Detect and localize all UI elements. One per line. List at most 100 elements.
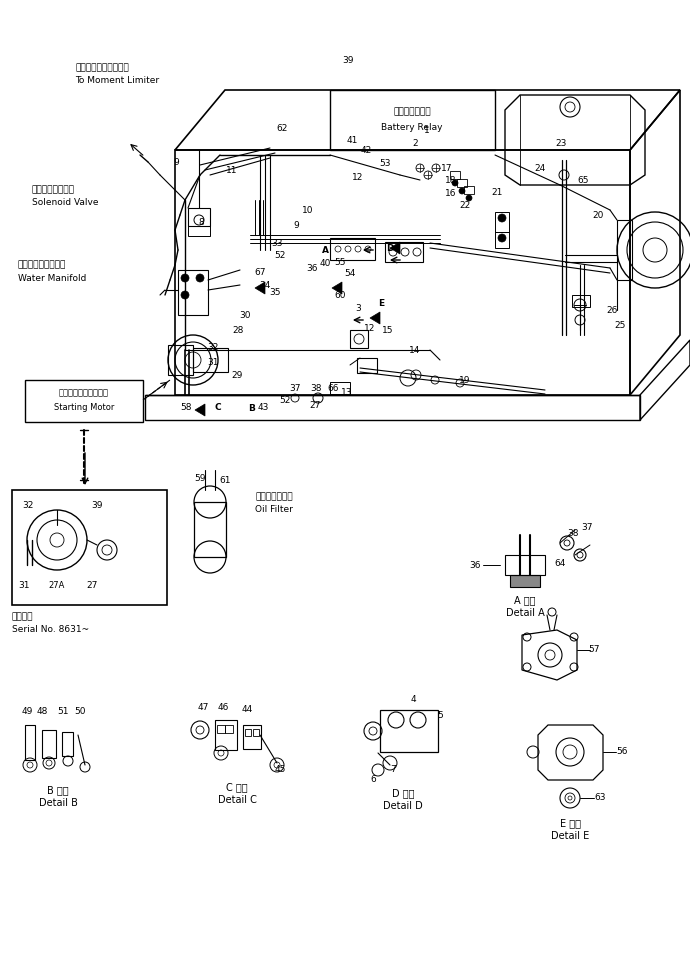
Circle shape [355, 246, 361, 252]
Text: A 詳細: A 詳細 [514, 595, 535, 605]
Text: 適用号等: 適用号等 [12, 612, 34, 622]
Text: 15: 15 [382, 326, 394, 334]
Text: 11: 11 [226, 166, 238, 174]
Text: 21: 21 [491, 188, 503, 196]
Text: 22: 22 [460, 200, 471, 210]
Circle shape [365, 246, 371, 252]
Bar [457, 179, 467, 187]
Text: Detail C: Detail C [217, 795, 257, 805]
Text: 46: 46 [217, 702, 228, 712]
Text: 16: 16 [445, 189, 457, 197]
Bar [225, 725, 233, 733]
Polygon shape [390, 242, 400, 254]
Text: B 詳細: B 詳細 [47, 785, 69, 795]
Circle shape [196, 274, 204, 282]
Text: 57: 57 [589, 646, 600, 654]
Text: 31: 31 [18, 581, 30, 589]
Text: 40: 40 [319, 259, 331, 267]
Text: 43: 43 [257, 402, 268, 412]
Text: 65: 65 [578, 175, 589, 185]
Text: 31: 31 [207, 357, 219, 367]
Text: 66: 66 [327, 383, 339, 393]
Text: ウォータマニホルド: ウォータマニホルド [18, 261, 66, 269]
Text: To Moment Limiter: To Moment Limiter [75, 76, 159, 84]
Text: 52: 52 [279, 396, 290, 404]
Circle shape [498, 214, 506, 222]
Bar [510, 575, 540, 587]
Text: 49: 49 [22, 708, 33, 717]
Bar [350, 330, 368, 348]
Text: 51: 51 [57, 708, 69, 717]
Text: C: C [215, 402, 221, 412]
Text: D 詳細: D 詳細 [392, 788, 414, 798]
Text: 2: 2 [412, 139, 418, 148]
Text: 33: 33 [271, 239, 283, 247]
Bar [178, 270, 208, 315]
Text: Detail B: Detail B [39, 798, 77, 808]
Text: 32: 32 [207, 343, 219, 352]
Text: 28: 28 [233, 326, 244, 334]
Text: 12: 12 [353, 172, 364, 181]
Text: 10: 10 [302, 206, 314, 215]
Text: Solenoid Valve: Solenoid Valve [32, 197, 99, 207]
Bar [450, 171, 460, 179]
Bar [193, 348, 228, 372]
Bar [168, 345, 193, 375]
Text: Battery Relay: Battery Relay [382, 123, 443, 131]
Text: ソレノイドバルブ: ソレノイドバルブ [32, 186, 75, 194]
Text: 53: 53 [380, 158, 391, 168]
Bar [42, 730, 56, 758]
Text: 18: 18 [445, 175, 457, 185]
Bar [243, 725, 261, 749]
Text: 41: 41 [346, 135, 357, 145]
Text: Detail A: Detail A [506, 608, 544, 618]
Text: 60: 60 [334, 290, 346, 300]
Text: Detail E: Detail E [551, 831, 589, 841]
Text: 32: 32 [22, 500, 33, 510]
Text: C 詳細: C 詳細 [226, 782, 248, 792]
Circle shape [452, 180, 458, 186]
Text: 52: 52 [275, 250, 286, 260]
Text: 45: 45 [275, 765, 286, 774]
Text: スターティングモータ: スターティングモータ [59, 389, 109, 398]
Bar [215, 720, 237, 750]
Text: 48: 48 [37, 708, 48, 717]
Text: 3: 3 [355, 304, 361, 312]
Text: 36: 36 [306, 263, 318, 272]
Bar [572, 295, 590, 307]
Bar [253, 729, 259, 736]
Circle shape [181, 291, 189, 299]
Text: A: A [322, 245, 328, 255]
Polygon shape [255, 282, 265, 294]
Text: Starting Motor: Starting Motor [54, 402, 114, 412]
Bar [385, 242, 423, 262]
Text: Detail D: Detail D [383, 801, 423, 811]
Text: B: B [248, 403, 255, 413]
Text: 42: 42 [360, 146, 372, 154]
Text: 8: 8 [198, 217, 204, 226]
Bar [380, 710, 438, 752]
Text: 25: 25 [614, 321, 626, 330]
Text: 37: 37 [289, 383, 301, 393]
Text: 24: 24 [534, 164, 546, 172]
Text: 23: 23 [555, 139, 566, 148]
Bar [188, 208, 210, 226]
Text: 30: 30 [239, 310, 250, 320]
Circle shape [466, 195, 472, 201]
Text: 63: 63 [594, 793, 606, 803]
Text: 56: 56 [616, 747, 628, 757]
Text: 27: 27 [86, 581, 98, 589]
Text: 50: 50 [75, 708, 86, 717]
Text: 61: 61 [219, 475, 230, 485]
Text: バッテリリレー: バッテリリレー [393, 107, 431, 117]
Text: 17: 17 [441, 164, 453, 172]
Text: 39: 39 [342, 56, 354, 64]
Text: 36: 36 [469, 560, 481, 569]
Text: モーメントリミッタヘ: モーメントリミッタヘ [75, 63, 129, 73]
Circle shape [498, 234, 506, 242]
Text: 64: 64 [554, 559, 566, 567]
Text: E 詳細: E 詳細 [560, 818, 580, 828]
Circle shape [335, 246, 341, 252]
Text: 37: 37 [581, 522, 593, 532]
Bar [25, 725, 35, 760]
